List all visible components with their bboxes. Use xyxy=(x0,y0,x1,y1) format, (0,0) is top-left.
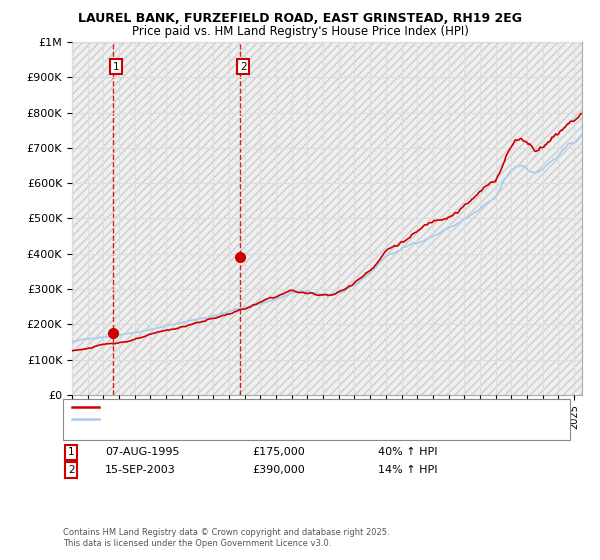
Text: 15-SEP-2003: 15-SEP-2003 xyxy=(105,465,176,475)
Text: HPI: Average price, detached house, Mid Sussex: HPI: Average price, detached house, Mid … xyxy=(103,414,339,424)
Text: 1: 1 xyxy=(68,447,74,458)
Text: 07-AUG-1995: 07-AUG-1995 xyxy=(105,447,179,458)
Text: 2: 2 xyxy=(240,62,247,72)
Text: LAUREL BANK, FURZEFIELD ROAD, EAST GRINSTEAD, RH19 2EG: LAUREL BANK, FURZEFIELD ROAD, EAST GRINS… xyxy=(78,12,522,25)
Text: LAUREL BANK, FURZEFIELD ROAD, EAST GRINSTEAD, RH19 2EG (detached house): LAUREL BANK, FURZEFIELD ROAD, EAST GRINS… xyxy=(103,402,506,412)
Text: Price paid vs. HM Land Registry's House Price Index (HPI): Price paid vs. HM Land Registry's House … xyxy=(131,25,469,38)
Text: Contains HM Land Registry data © Crown copyright and database right 2025.
This d: Contains HM Land Registry data © Crown c… xyxy=(63,528,389,548)
Text: £390,000: £390,000 xyxy=(252,465,305,475)
Text: 14% ↑ HPI: 14% ↑ HPI xyxy=(378,465,437,475)
Text: £175,000: £175,000 xyxy=(252,447,305,458)
Text: 40% ↑ HPI: 40% ↑ HPI xyxy=(378,447,437,458)
Text: 2: 2 xyxy=(68,465,74,475)
Text: 1: 1 xyxy=(113,62,119,72)
